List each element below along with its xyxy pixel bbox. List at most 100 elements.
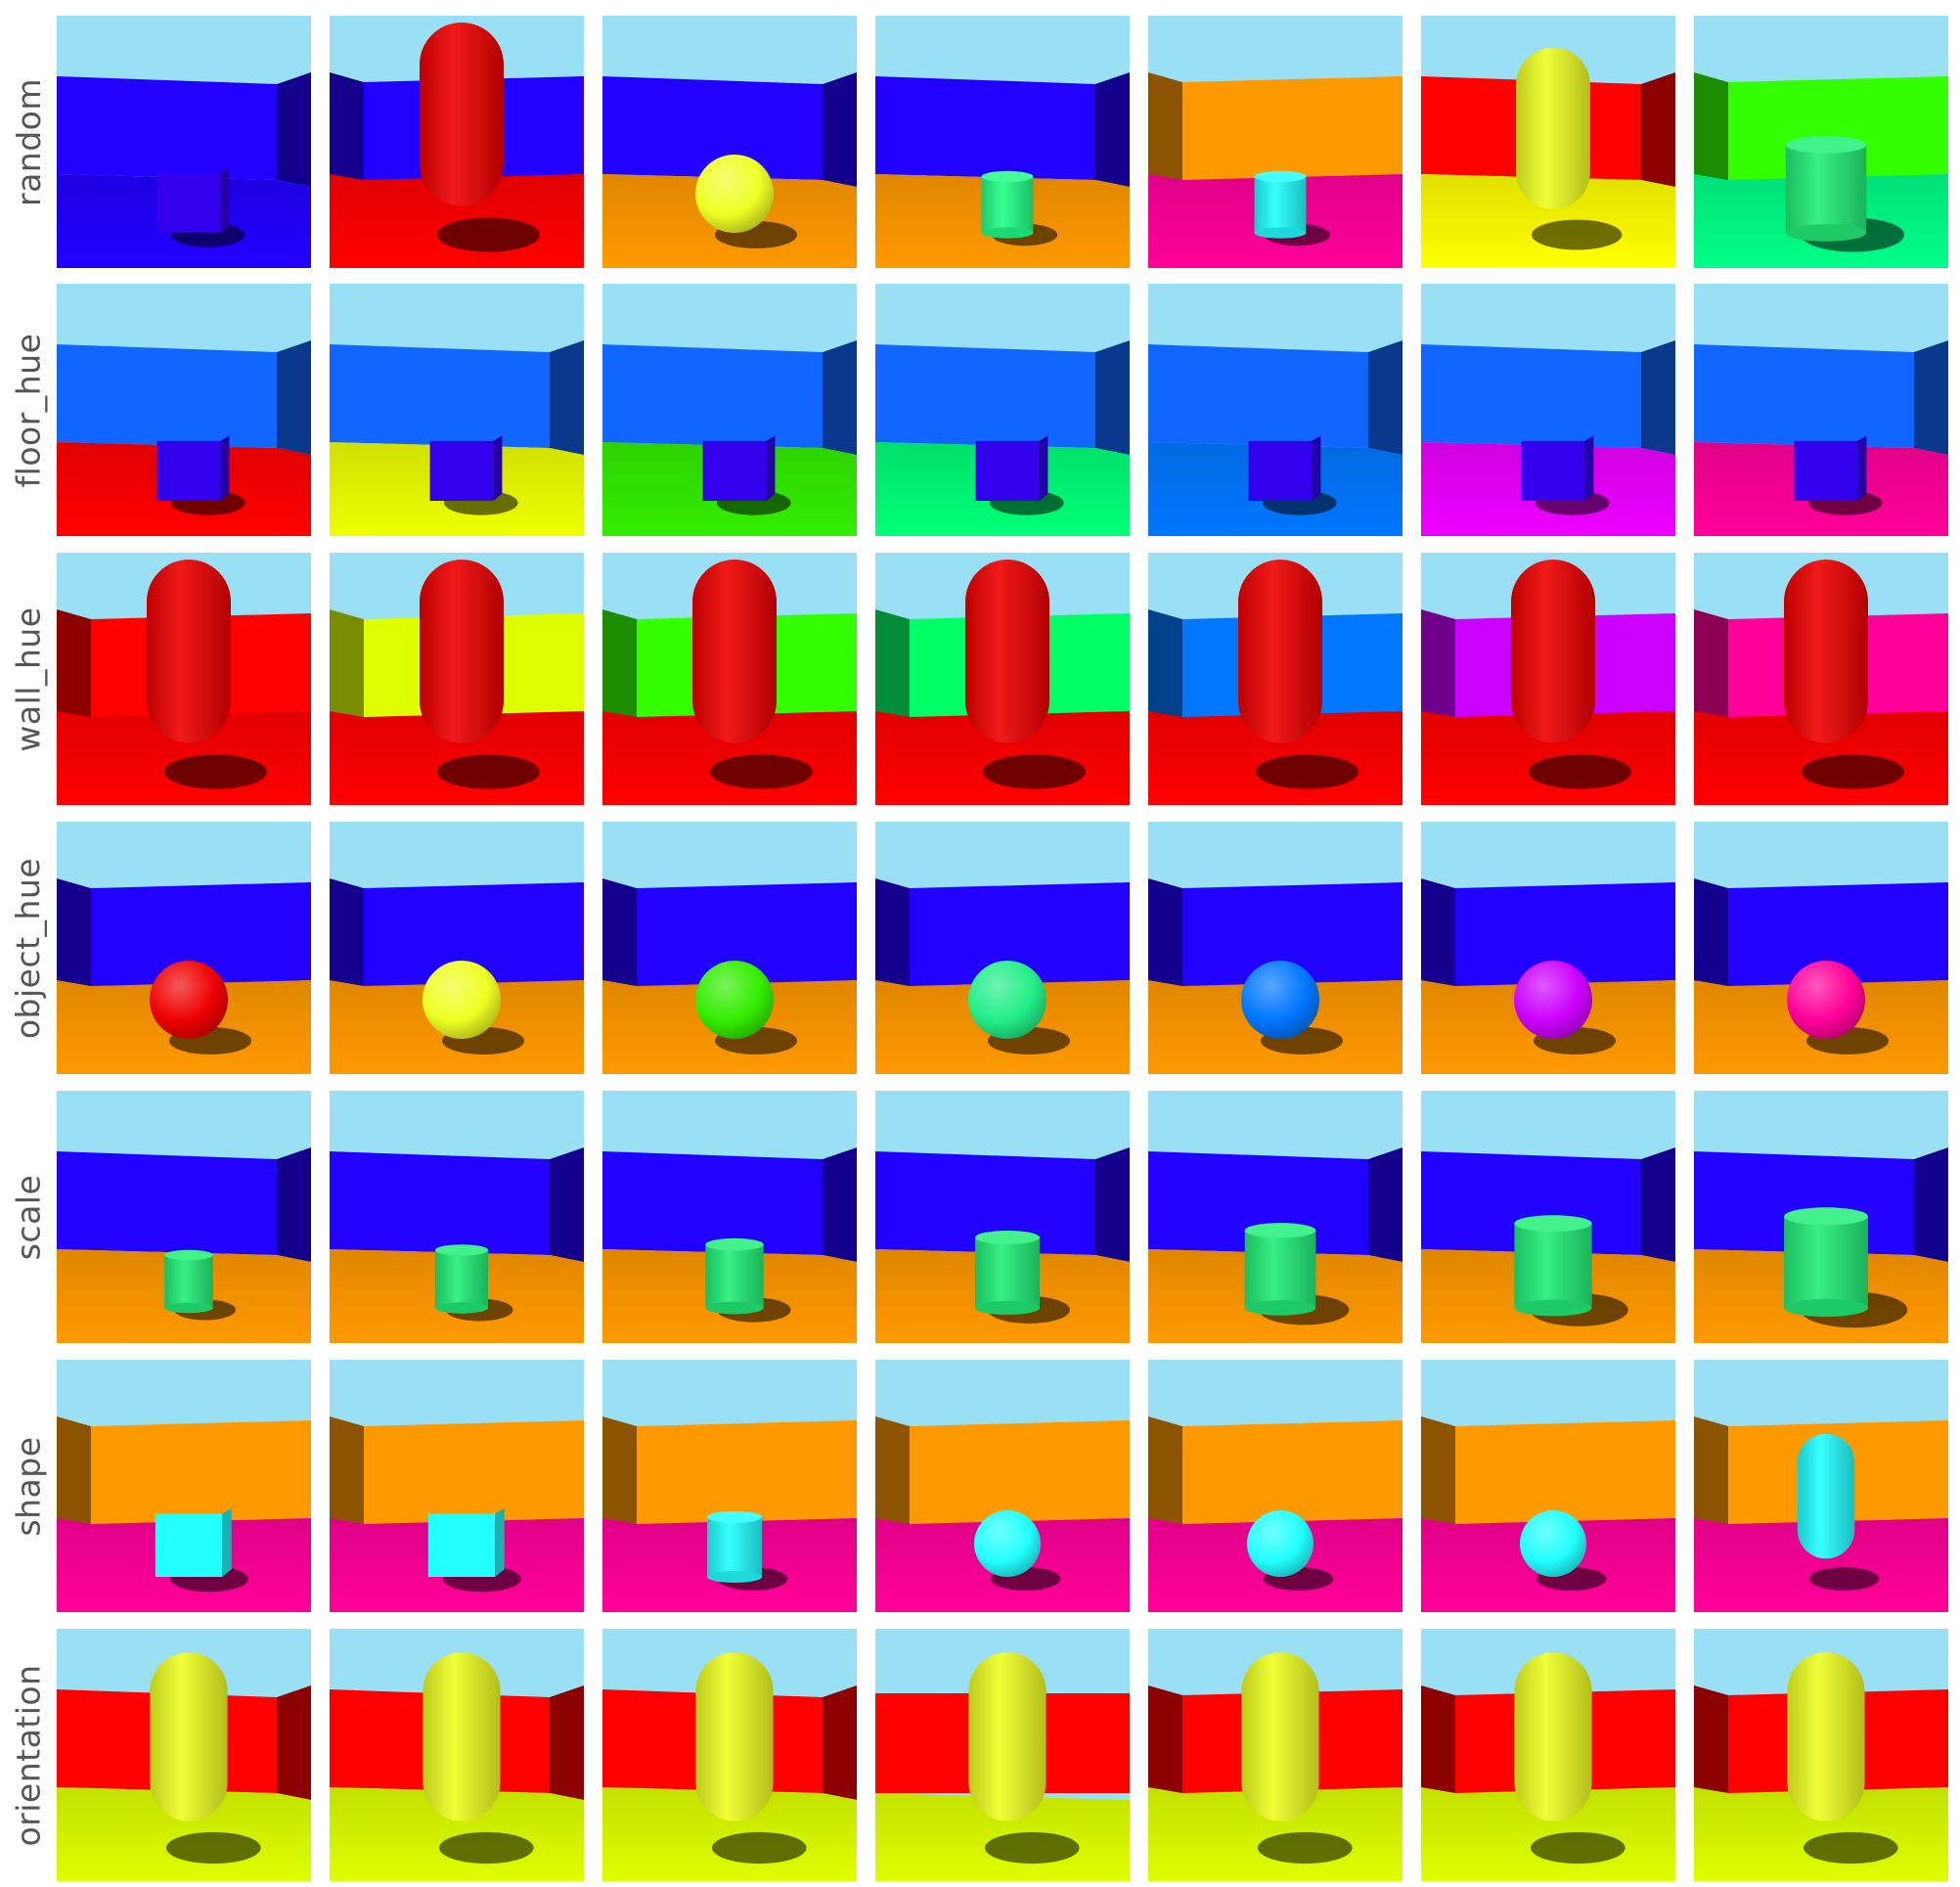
side-wall: [330, 609, 364, 727]
row-label-scale: scale: [0, 1091, 57, 1343]
cylinder-body: [1514, 1223, 1592, 1308]
cylinder-top: [1785, 136, 1867, 154]
row-label-object-hue: object_hue: [0, 822, 57, 1074]
scene-render: [875, 822, 1130, 1074]
sphere-object: [423, 961, 501, 1039]
object-shadow: [983, 754, 1086, 789]
object-shadow: [712, 1831, 807, 1865]
capsule-object: [420, 560, 504, 743]
sphere-object: [1520, 1510, 1586, 1577]
side-wall: [277, 1147, 311, 1262]
back-wall: [57, 76, 277, 180]
scene-tile: [602, 284, 857, 536]
scene-tile: [330, 553, 584, 805]
scene-tile: [1421, 553, 1675, 805]
cube-front: [975, 440, 1040, 501]
back-wall: [602, 76, 823, 180]
side-wall: [1694, 72, 1728, 190]
cylinder-bottom: [1784, 1298, 1868, 1318]
side-wall: [1694, 1416, 1728, 1534]
side-wall: [602, 609, 637, 727]
cube-front: [1794, 440, 1858, 501]
scene-render: [1694, 822, 1948, 1074]
scene-tile: [57, 16, 311, 268]
scene-tile: [875, 1629, 1130, 1881]
cylinder-top: [975, 1231, 1040, 1244]
scene-tile: [1694, 822, 1948, 1074]
back-wall: [1148, 344, 1368, 448]
capsule-object: [1797, 1433, 1855, 1559]
cylinder-body: [705, 1244, 764, 1308]
side-wall: [330, 878, 364, 996]
scene-tile: [1421, 284, 1675, 536]
cylinder-bottom: [975, 1301, 1040, 1315]
object-shadow: [166, 1831, 261, 1865]
scene-tile: [57, 1629, 311, 1881]
cube-front: [702, 440, 767, 501]
scene-tile: [1421, 1360, 1675, 1612]
scene-tile: [1421, 822, 1675, 1074]
cube-side: [1584, 435, 1594, 501]
object-shadow: [437, 217, 540, 252]
back-wall: [1728, 882, 1948, 988]
scene-render: [57, 1091, 311, 1343]
scene-render: [1694, 553, 1948, 805]
row-label-text: wall_hue: [9, 606, 48, 752]
cylinder-bottom: [1244, 1300, 1316, 1316]
scene-render: [875, 16, 1130, 268]
scene-render: [602, 822, 857, 1074]
cylinder-top: [164, 1249, 213, 1261]
scene-render: [1148, 284, 1403, 536]
back-wall: [1182, 76, 1403, 182]
capsule-object: [695, 1652, 774, 1821]
sphere-object: [150, 961, 228, 1039]
side-wall: [823, 340, 857, 455]
scene-render: [1421, 16, 1675, 268]
cube-side: [222, 1507, 232, 1577]
cylinder-body: [706, 1516, 763, 1577]
back-wall: [910, 1420, 1130, 1526]
scene-tile: [602, 1091, 857, 1343]
back-wall: [57, 1151, 277, 1255]
side-wall: [277, 1685, 311, 1800]
side-wall: [1148, 609, 1182, 727]
back-wall: [1728, 76, 1948, 182]
object-shadow: [439, 1831, 534, 1865]
back-wall: [1694, 344, 1914, 448]
scene-tile: [330, 16, 584, 268]
cylinder-top: [705, 1237, 764, 1251]
object-shadow: [164, 754, 267, 789]
row-label-orientation: orientation: [0, 1629, 57, 1881]
object-shadow: [437, 754, 540, 789]
cylinder-bottom: [1254, 227, 1307, 239]
back-wall: [875, 1151, 1095, 1255]
side-wall: [1421, 878, 1455, 996]
scene-render: [1148, 822, 1403, 1074]
back-wall: [875, 344, 1095, 448]
scene-render: [602, 16, 857, 268]
cylinder-bottom: [981, 227, 1034, 239]
cylinder-bottom: [1514, 1299, 1592, 1317]
side-wall: [1641, 72, 1675, 187]
back-wall: [875, 76, 1095, 180]
capsule-object: [1511, 560, 1595, 743]
scene-render: [330, 284, 584, 536]
capsule-object: [1784, 560, 1868, 743]
side-wall: [1095, 340, 1130, 455]
scene-tile: [875, 1360, 1130, 1612]
floor: [1694, 1518, 1948, 1612]
capsule-object: [1514, 1652, 1592, 1821]
side-wall: [1368, 1147, 1403, 1262]
back-wall: [1421, 344, 1641, 448]
cube-side: [1857, 435, 1867, 501]
capsule-object: [965, 560, 1049, 743]
scene-render: [57, 16, 311, 268]
sphere-object: [1514, 961, 1592, 1039]
object-shadow: [1809, 1567, 1880, 1591]
row-label-text: orientation: [9, 1663, 48, 1847]
capsule-object: [692, 560, 777, 743]
cube-side: [495, 1507, 505, 1577]
row-label-text: shape: [9, 1435, 48, 1537]
back-wall: [1182, 882, 1403, 988]
scene-tile: [57, 1360, 311, 1612]
